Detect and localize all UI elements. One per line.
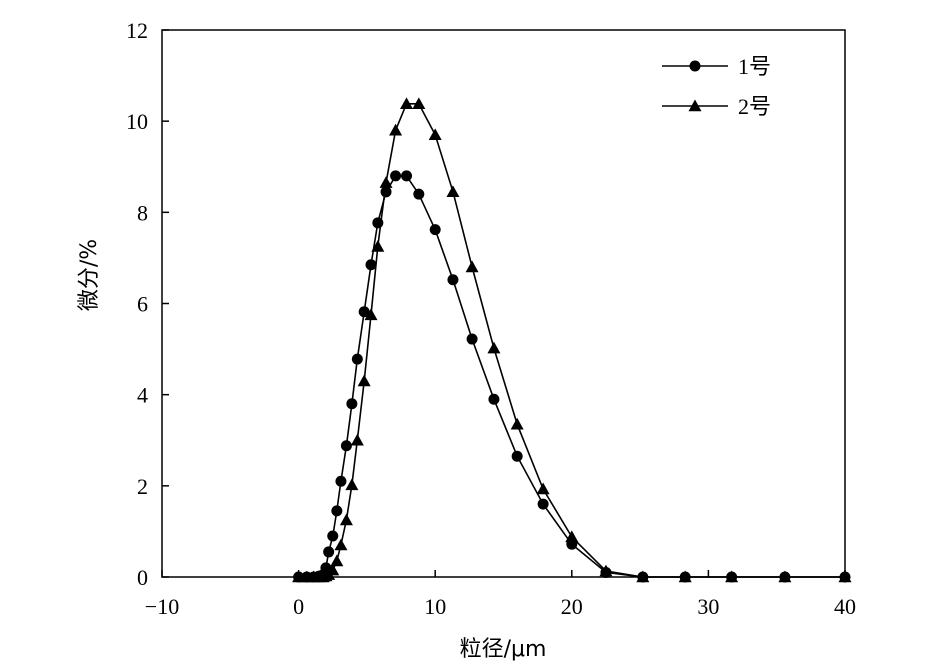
x-axis: −10 0 10 20 30 40 [145, 570, 856, 619]
y-tick-label: 0 [137, 565, 148, 590]
data-point [327, 530, 339, 542]
data-point [838, 570, 852, 583]
legend-label: 1号 [738, 54, 771, 79]
data-point [364, 308, 378, 321]
legend-label: 2号 [738, 94, 771, 119]
data-point [725, 570, 739, 583]
series-1 [293, 170, 851, 583]
data-point [334, 538, 348, 551]
data-point [350, 433, 364, 446]
data-point [345, 478, 359, 491]
data-point [636, 570, 650, 583]
x-tick-label: 10 [424, 594, 446, 619]
legend-marker [688, 99, 702, 112]
y-tick-label: 4 [137, 383, 148, 408]
data-point [428, 128, 442, 141]
data-point [357, 374, 371, 387]
data-point [330, 554, 344, 567]
series-layer [292, 97, 852, 583]
data-point [536, 482, 550, 495]
data-point [365, 259, 377, 271]
data-point [466, 333, 478, 345]
data-point [380, 186, 392, 198]
series-line [298, 103, 845, 578]
x-tick-label: 30 [697, 594, 719, 619]
y-tick-label: 2 [137, 474, 148, 499]
data-point [292, 570, 306, 583]
x-tick-label: −10 [145, 594, 179, 619]
data-point [488, 393, 500, 405]
y-tick-label: 12 [126, 18, 148, 43]
data-point [371, 240, 385, 252]
data-point [390, 170, 402, 182]
data-point [340, 440, 352, 452]
series-2 [292, 97, 852, 583]
data-point [412, 97, 426, 110]
data-point [351, 353, 363, 365]
data-point [599, 564, 613, 577]
x-tick-label: 0 [293, 594, 304, 619]
legend-item-2: 2号 [662, 94, 771, 119]
data-point [379, 176, 393, 188]
legend: 1号 2号 [662, 54, 771, 119]
data-point [400, 97, 414, 110]
x-axis-title: 粒径/μm [460, 637, 547, 662]
data-point [335, 475, 347, 487]
data-point [429, 224, 441, 236]
data-point [565, 530, 579, 543]
data-point [511, 450, 523, 462]
data-point [778, 570, 792, 583]
data-point [346, 398, 358, 410]
x-tick-label: 20 [561, 594, 583, 619]
legend-item-1: 1号 [662, 54, 771, 79]
data-point [487, 341, 501, 354]
data-point [339, 513, 353, 526]
data-point [389, 123, 403, 136]
series-line [298, 175, 845, 578]
y-tick-label: 8 [137, 200, 148, 225]
data-point [413, 188, 425, 200]
data-point [358, 306, 370, 318]
data-point [447, 274, 459, 286]
data-point [331, 505, 343, 517]
y-axis-title: 微分/% [77, 239, 102, 311]
data-point [678, 570, 692, 583]
data-point [446, 185, 460, 198]
data-point [537, 498, 549, 510]
data-point [401, 170, 413, 182]
data-point [323, 546, 335, 558]
data-point [465, 260, 479, 273]
x-tick-label: 40 [834, 594, 856, 619]
legend-marker [689, 60, 701, 72]
y-tick-label: 6 [137, 292, 148, 317]
y-tick-label: 10 [126, 109, 148, 134]
data-point [510, 417, 524, 430]
y-axis: 0 2 4 6 8 10 12 [126, 18, 169, 590]
data-point [326, 563, 340, 576]
